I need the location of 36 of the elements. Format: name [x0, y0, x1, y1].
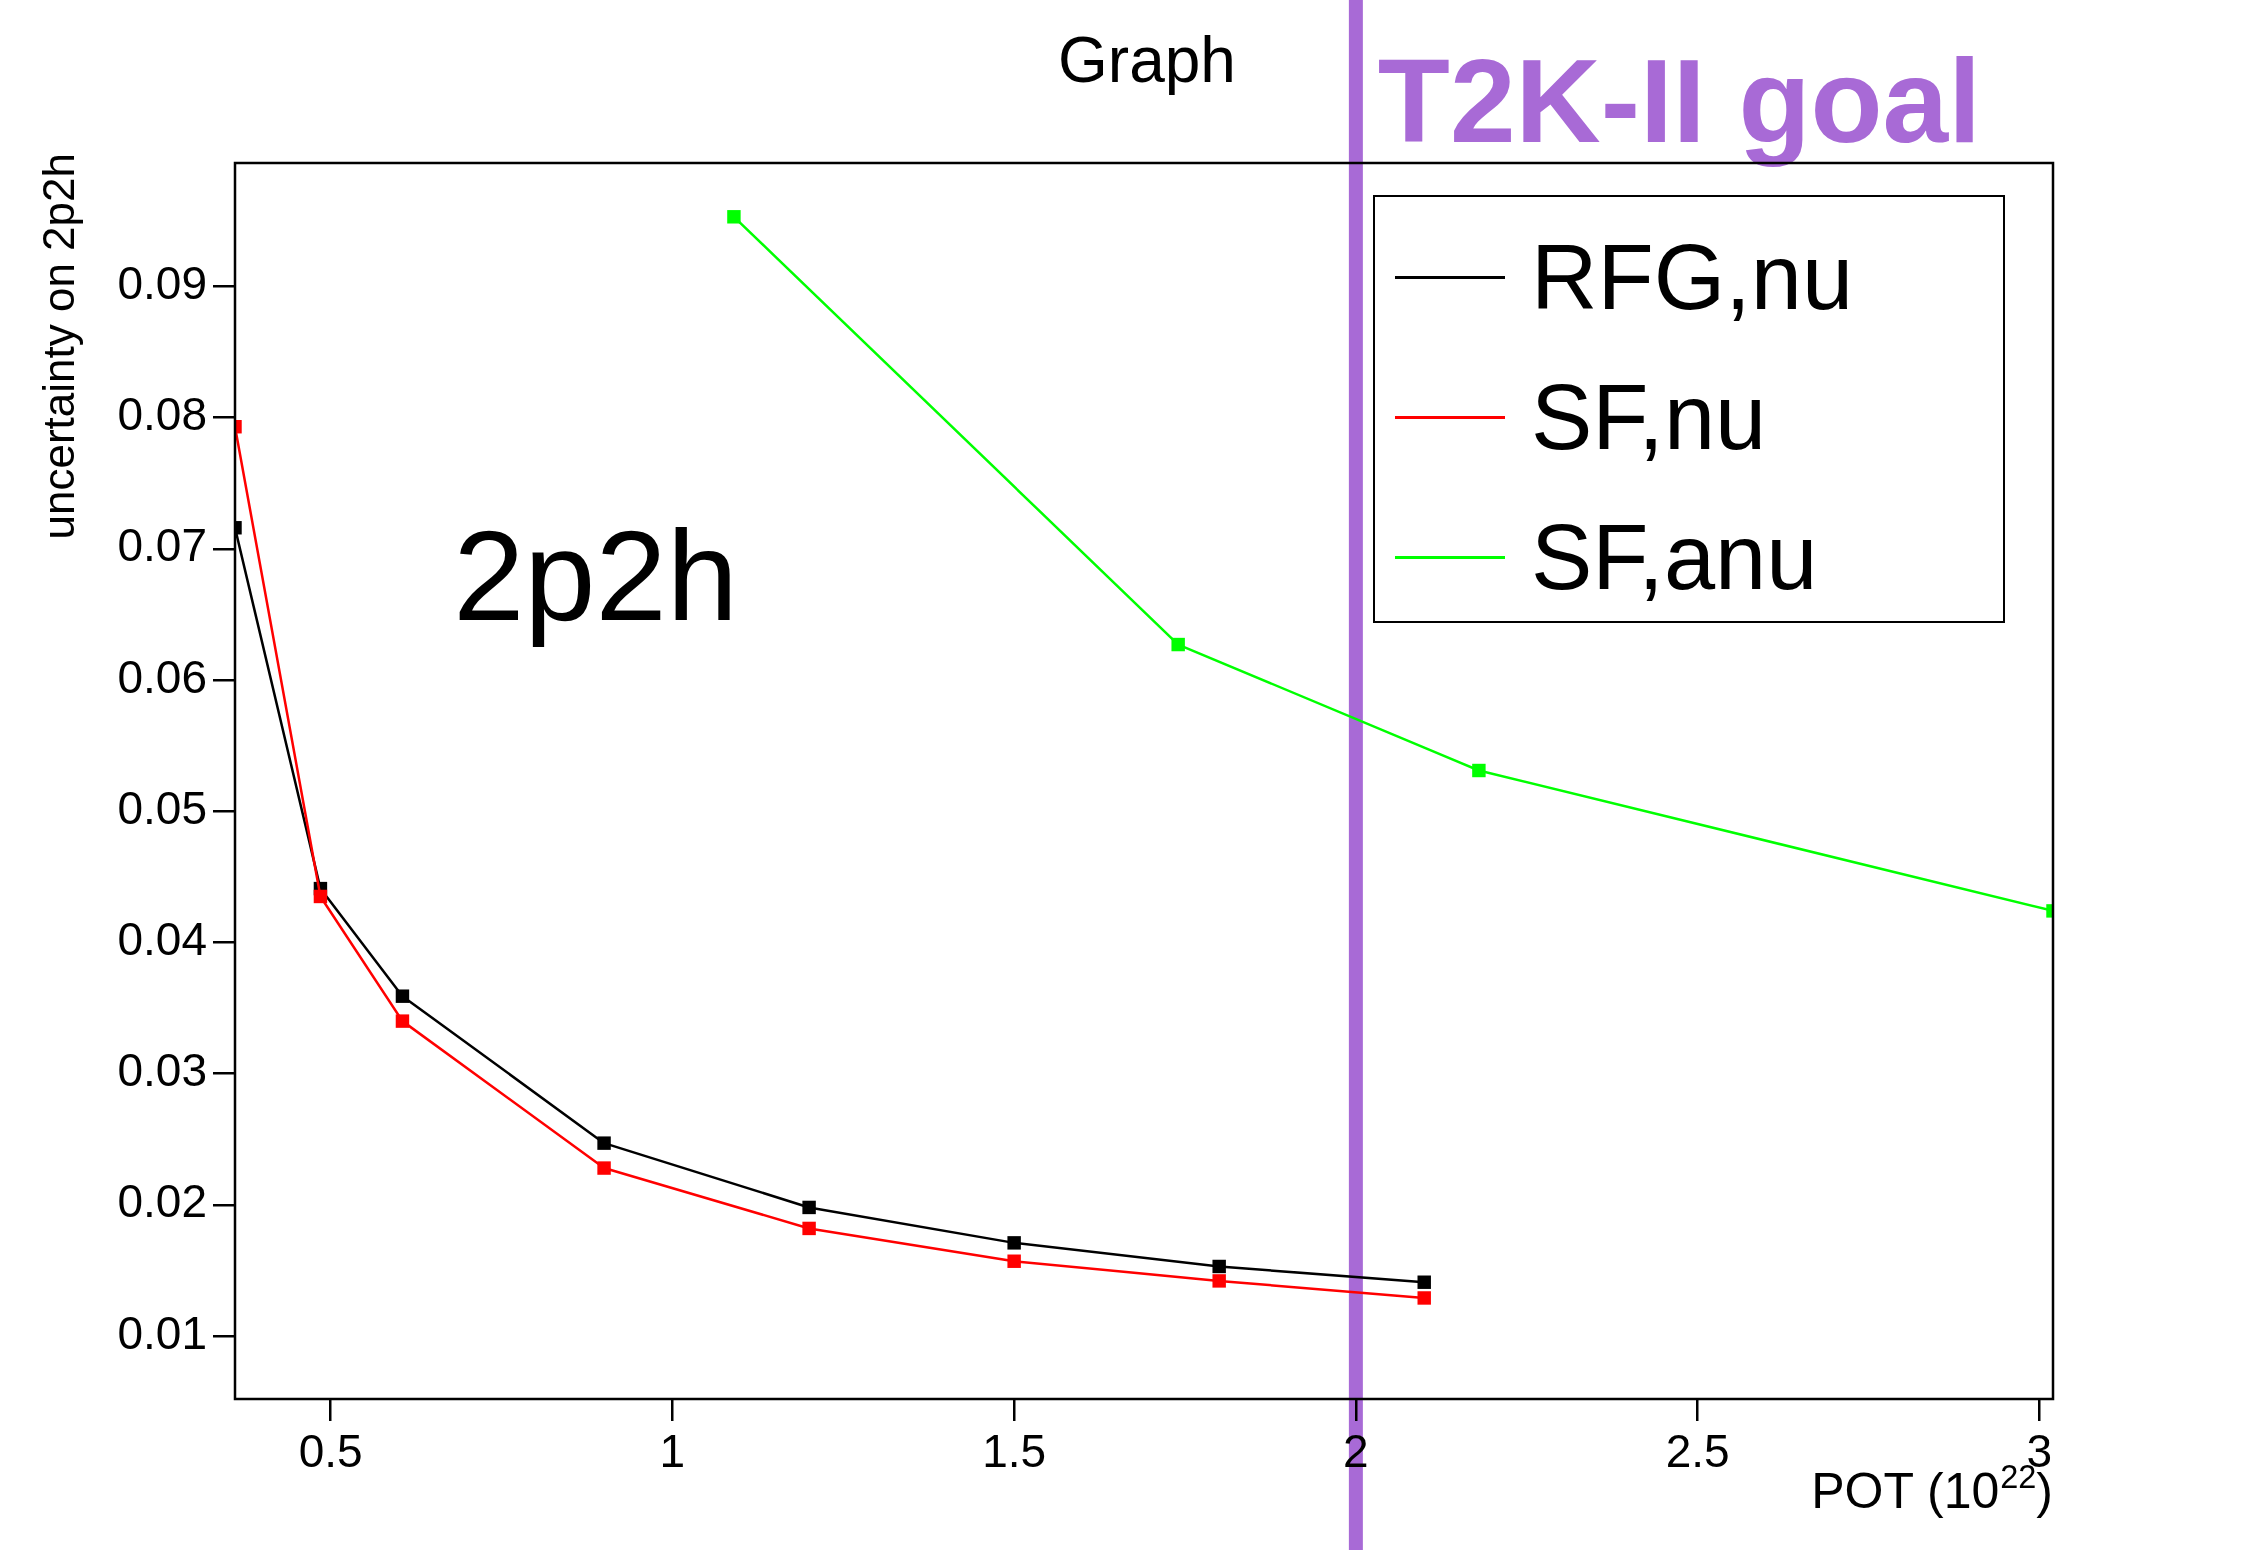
point: [1007, 1254, 1021, 1268]
point: [1417, 1275, 1431, 1289]
point: [1212, 1274, 1226, 1288]
point: [1212, 1259, 1226, 1274]
y-tick-label: 0.06: [117, 650, 207, 703]
point: [727, 210, 741, 224]
y-tick-label: 0.09: [117, 257, 207, 310]
point: [395, 989, 410, 1003]
y-tick-label: 0.02: [117, 1175, 207, 1228]
legend-label: RFG,nu: [1531, 224, 1854, 330]
y-tick-label: 0.05: [117, 781, 207, 834]
point: [1007, 1236, 1021, 1250]
point: [802, 1221, 816, 1236]
point: [597, 1161, 611, 1175]
x-tick-label: 2.5: [1665, 1425, 1730, 1478]
point: [313, 889, 328, 904]
point: [1472, 763, 1486, 778]
point: [802, 1200, 816, 1215]
chart-title: Graph: [1058, 24, 1236, 96]
y-tick-label: 0.08: [117, 388, 207, 441]
y-axis-title: uncertainty on 2p2h: [34, 153, 83, 540]
point: [597, 1136, 611, 1150]
legend-label: SF,nu: [1531, 364, 1767, 470]
annotation: 2p2h: [453, 504, 738, 648]
y-tick-label: 0.07: [117, 519, 207, 572]
point: [1171, 637, 1185, 652]
ref-line-label: T2K-II goal: [1377, 35, 1982, 167]
x-tick-label: 0.5: [298, 1425, 363, 1478]
x-tick-label: 1: [659, 1425, 686, 1478]
x-tick-label: 1.5: [982, 1425, 1047, 1478]
y-tick-label: 0.01: [117, 1306, 207, 1359]
point: [1417, 1291, 1431, 1305]
legend-label: SF,anu: [1531, 504, 1818, 610]
point: [395, 1014, 410, 1028]
y-tick-label: 0.04: [117, 913, 207, 966]
y-tick-label: 0.03: [117, 1044, 207, 1097]
